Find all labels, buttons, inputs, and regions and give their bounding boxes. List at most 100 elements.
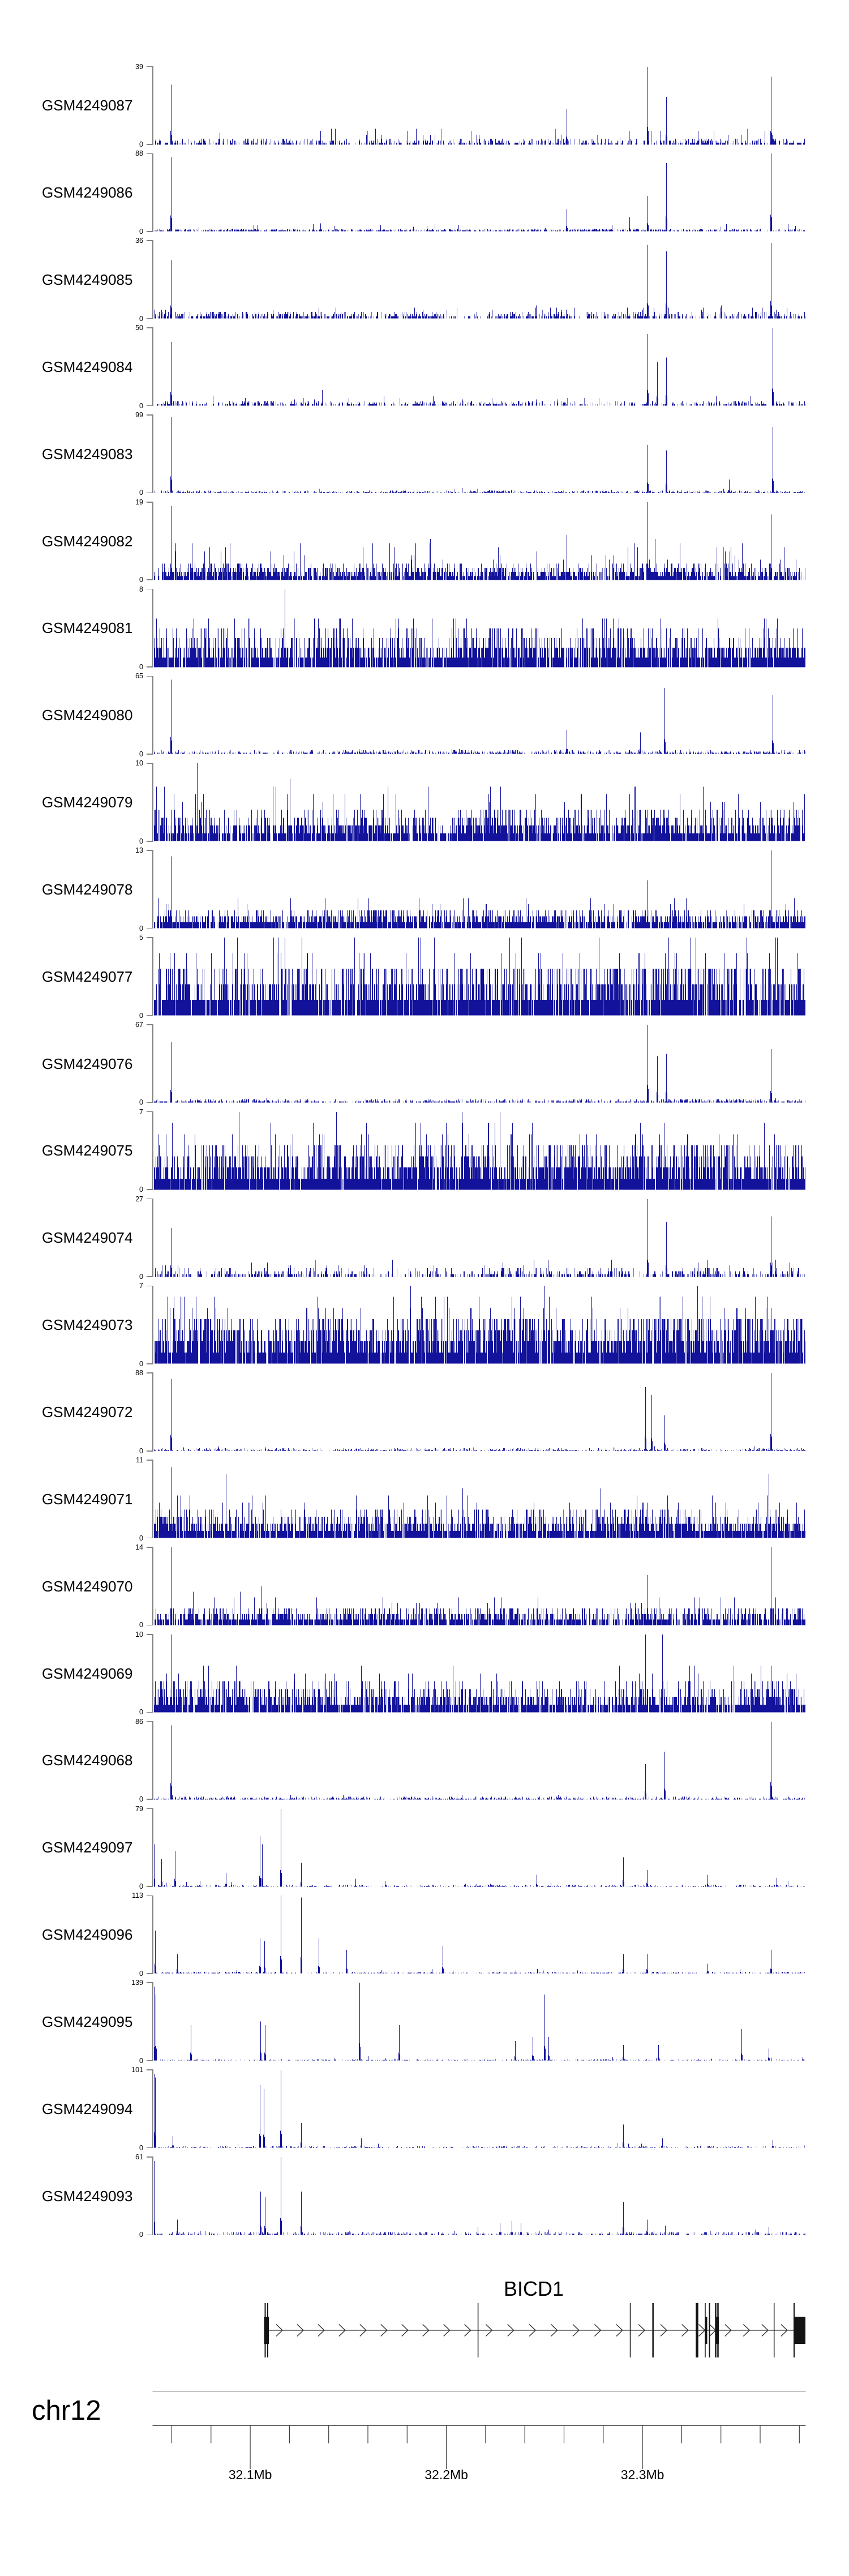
- strand-arrow-icon: [660, 2323, 668, 2337]
- track-yzero-tick: [146, 666, 153, 667]
- signal-bars-light: [157, 1447, 797, 1451]
- track-sample-label: GSM4249095: [42, 2013, 133, 2030]
- track-ymax-label: 39: [135, 62, 143, 71]
- track-sample-label: GSM4249079: [42, 794, 133, 811]
- signal-bars-light: [157, 1259, 805, 1277]
- strand-arrow-icon: [464, 2323, 471, 2337]
- track-yzero-tick: [146, 1973, 153, 1974]
- signal-bars: [155, 1547, 805, 1625]
- track-signal-plot: [154, 1547, 805, 1625]
- strand-arrow-icon: [724, 2323, 732, 2337]
- track-y-axis-line: [152, 1460, 153, 1539]
- track-sample-label: GSM4249083: [42, 445, 133, 463]
- track-ymax-label: 99: [135, 410, 143, 419]
- track-y-axis-line: [152, 501, 153, 581]
- track-ymax-label: 101: [131, 2066, 143, 2074]
- signal-bars: [155, 1895, 801, 1974]
- track-y-axis-line: [152, 1634, 153, 1713]
- track-sample-label: GSM4249085: [42, 271, 133, 288]
- signal-bars: [155, 243, 805, 319]
- track-yzero-label: 0: [139, 1186, 143, 1194]
- signal-bars-light: [157, 1880, 805, 1886]
- track-y-axis-line: [152, 2156, 153, 2236]
- track-yzero-label: 0: [139, 1359, 143, 1368]
- track-signal-plot: [154, 2070, 805, 2148]
- track-sample-label: GSM4249094: [42, 2100, 133, 2117]
- exon-mark: [717, 2303, 719, 2357]
- strand-arrow-icon: [761, 2323, 769, 2337]
- exon-mark: [696, 2303, 698, 2357]
- track-yzero-tick: [146, 318, 153, 319]
- track-signal-plot: [154, 1467, 805, 1538]
- track-ymax-label: 7: [139, 1282, 143, 1290]
- signal-bars-light: [161, 1970, 805, 1974]
- strand-arrow-icon: [297, 2323, 304, 2337]
- track-ymax-label: 139: [131, 1979, 143, 1987]
- track-ymax-tick: [146, 937, 153, 938]
- strand-arrow-icon: [380, 2323, 388, 2337]
- track-yzero-label: 0: [139, 663, 143, 671]
- track-sample-label: GSM4249076: [42, 1055, 133, 1072]
- track-sample-label: GSM4249097: [42, 1839, 133, 1856]
- track-y-axis-line: [152, 2069, 153, 2149]
- track-yzero-tick: [146, 405, 153, 406]
- track-signal-plot: [154, 1373, 805, 1451]
- track-ymax-tick: [146, 1808, 153, 1809]
- track-yzero-tick: [146, 1276, 153, 1277]
- track-signal-plot: [155, 243, 805, 319]
- track-signal-plot: [154, 417, 805, 493]
- track-ymax-label: 11: [136, 1456, 143, 1465]
- track-ymax-label: 27: [135, 1195, 143, 1203]
- signal-bars: [154, 938, 805, 1016]
- exon-mark: [793, 2303, 795, 2357]
- genome-axis-tick-label: 32.2Mb: [424, 2467, 468, 2482]
- track-sample-label: GSM4249081: [42, 619, 133, 637]
- track-signal-plot: [154, 1024, 805, 1103]
- signal-bars-light: [201, 1145, 773, 1190]
- track-sample-label: GSM4249087: [42, 97, 133, 114]
- signal-bars: [154, 1634, 805, 1713]
- track-sample-label: GSM4249075: [42, 1142, 133, 1159]
- track-sample-label: GSM4249080: [42, 707, 133, 724]
- track-sample-label: GSM4249077: [42, 968, 133, 985]
- track-ymax-tick: [146, 240, 153, 241]
- signal-bars: [155, 1286, 805, 1364]
- strand-arrow-icon: [743, 2323, 751, 2337]
- signal-bars-light: [159, 750, 803, 754]
- track-yzero-label: 0: [139, 750, 143, 758]
- track-yzero-label: 0: [139, 401, 143, 410]
- track-ymax-label: 67: [135, 1020, 143, 1029]
- track-signal-plot: [154, 1634, 805, 1713]
- track-yzero-tick: [146, 2060, 153, 2061]
- track-ymax-tick: [146, 1372, 153, 1374]
- exon-mark: [715, 2303, 717, 2357]
- signal-bars-light: [194, 1665, 785, 1713]
- track-ymax-tick: [146, 675, 153, 677]
- signal-bars-light: [157, 307, 803, 319]
- track-ymax-label: 5: [139, 934, 143, 942]
- track-ymax-tick: [146, 1460, 153, 1461]
- track-signal-plot: [154, 850, 805, 928]
- track-signal-plot: [154, 1983, 805, 2061]
- track-y-axis-line: [152, 1372, 153, 1452]
- track-yzero-label: 0: [139, 1708, 143, 1717]
- track-yzero-label: 0: [139, 924, 143, 932]
- track-sample-label: GSM4249074: [42, 1229, 133, 1247]
- track-signal-plot: [154, 679, 805, 754]
- track-signal-plot: [154, 589, 805, 667]
- track-ymax-tick: [146, 763, 153, 764]
- strand-arrow-icon: [338, 2323, 346, 2337]
- strand-arrow-icon: [594, 2323, 602, 2337]
- track-yzero-label: 0: [139, 837, 143, 845]
- signal-bars: [154, 1721, 803, 1800]
- track-y-axis-line: [152, 1024, 153, 1103]
- track-yzero-label: 0: [139, 140, 143, 148]
- track-y-axis-line: [152, 153, 153, 232]
- track-y-axis-line: [152, 1895, 153, 1974]
- track-ymax-label: 79: [135, 1804, 143, 1813]
- track-y-axis-line: [152, 1808, 153, 1887]
- strand-arrow-icon: [443, 2323, 451, 2337]
- track-yzero-tick: [146, 1799, 153, 1800]
- track-ymax-tick: [146, 1547, 153, 1548]
- track-y-axis-line: [152, 1285, 153, 1364]
